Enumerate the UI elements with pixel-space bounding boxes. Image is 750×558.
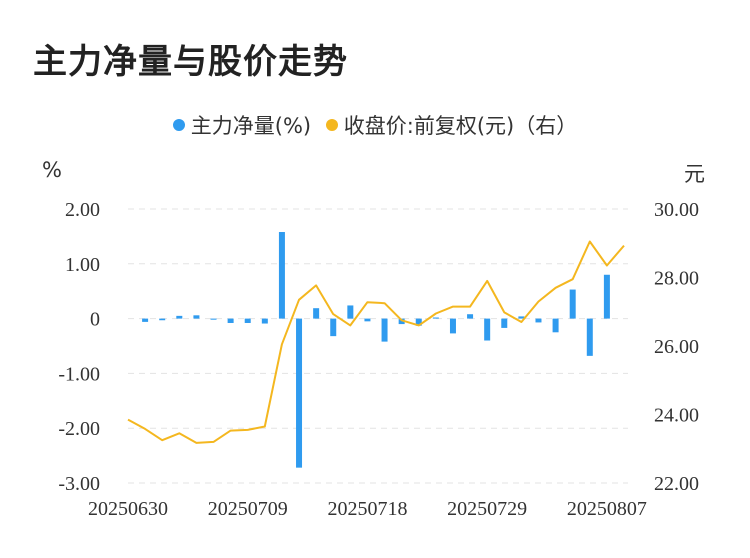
bar-net-flow[interactable] [296, 318, 303, 468]
axis-labels: 2.00 1.00 0 -1.00 -2.00 -3.00 30.00 28.00 26.00 2… [58, 199, 699, 520]
bar-net-flow[interactable] [261, 318, 268, 324]
right-axis-unit: 元 [684, 162, 705, 186]
left-tick-label: -3.00 [58, 473, 100, 495]
right-tick-label: 24.00 [654, 405, 699, 427]
bar-net-flow[interactable] [501, 318, 508, 328]
line-series-close-price [127, 240, 625, 444]
bar-net-flow[interactable] [278, 232, 285, 319]
bar-net-flow[interactable] [193, 315, 200, 319]
right-tick-label: 22.00 [654, 473, 699, 495]
bar-net-flow[interactable] [586, 318, 593, 356]
left-tick-label: -1.00 [58, 363, 100, 385]
right-tick-label: 28.00 [654, 268, 699, 290]
legend-marker-net-flow [172, 119, 185, 131]
line-close-price[interactable] [127, 240, 625, 444]
left-tick-label: 1.00 [65, 254, 100, 276]
bar-net-flow[interactable] [364, 318, 371, 322]
bar-net-flow[interactable] [159, 318, 166, 321]
x-tick-label: 20250807 [567, 498, 647, 520]
bar-net-flow[interactable] [210, 318, 217, 320]
legend-label-close-price: 收盘价:前复权(元)（右） [343, 114, 578, 138]
bar-net-flow[interactable] [330, 318, 337, 337]
legend: 主力净量(%) 收盘价:前复权(元)（右） [0, 110, 750, 140]
bar-net-flow[interactable] [347, 305, 354, 319]
bar-net-flow[interactable] [244, 318, 251, 323]
left-tick-label: -2.00 [58, 418, 100, 440]
left-tick-label: 0 [90, 309, 100, 331]
bar-net-flow[interactable] [398, 318, 405, 325]
bar-series-net-flow [142, 232, 610, 468]
x-tick-label: 20250729 [447, 498, 527, 520]
legend-label-net-flow: 主力净量(%) [190, 114, 312, 138]
legend-item-net-flow[interactable]: 主力净量(%) [172, 110, 312, 140]
legend-item-close-price[interactable]: 收盘价:前复权(元)（右） [325, 110, 578, 140]
bar-net-flow[interactable] [449, 318, 456, 334]
chart-title: 主力净量与股价走势 [33, 42, 348, 82]
bar-net-flow[interactable] [432, 317, 439, 319]
right-tick-label: 30.00 [654, 199, 699, 221]
left-tick-label: 2.00 [65, 199, 100, 221]
bar-net-flow[interactable] [176, 315, 183, 319]
bar-net-flow[interactable] [467, 314, 474, 319]
bar-net-flow[interactable] [603, 274, 610, 319]
x-tick-label: 20250630 [88, 498, 168, 520]
bar-net-flow[interactable] [415, 318, 422, 326]
x-tick-label: 20250718 [327, 498, 407, 520]
legend-marker-close-price [325, 119, 338, 131]
x-tick-label: 20250709 [208, 498, 288, 520]
bar-net-flow[interactable] [381, 318, 388, 342]
left-axis-unit: % [42, 158, 62, 182]
bar-net-flow[interactable] [484, 318, 491, 341]
bar-net-flow[interactable] [227, 318, 234, 323]
bar-net-flow[interactable] [552, 318, 559, 333]
right-tick-label: 26.00 [654, 336, 699, 358]
bar-net-flow[interactable] [518, 316, 525, 319]
bar-net-flow[interactable] [535, 318, 542, 323]
bar-net-flow[interactable] [142, 318, 149, 322]
bar-net-flow[interactable] [569, 289, 576, 319]
bar-net-flow[interactable] [313, 308, 320, 319]
